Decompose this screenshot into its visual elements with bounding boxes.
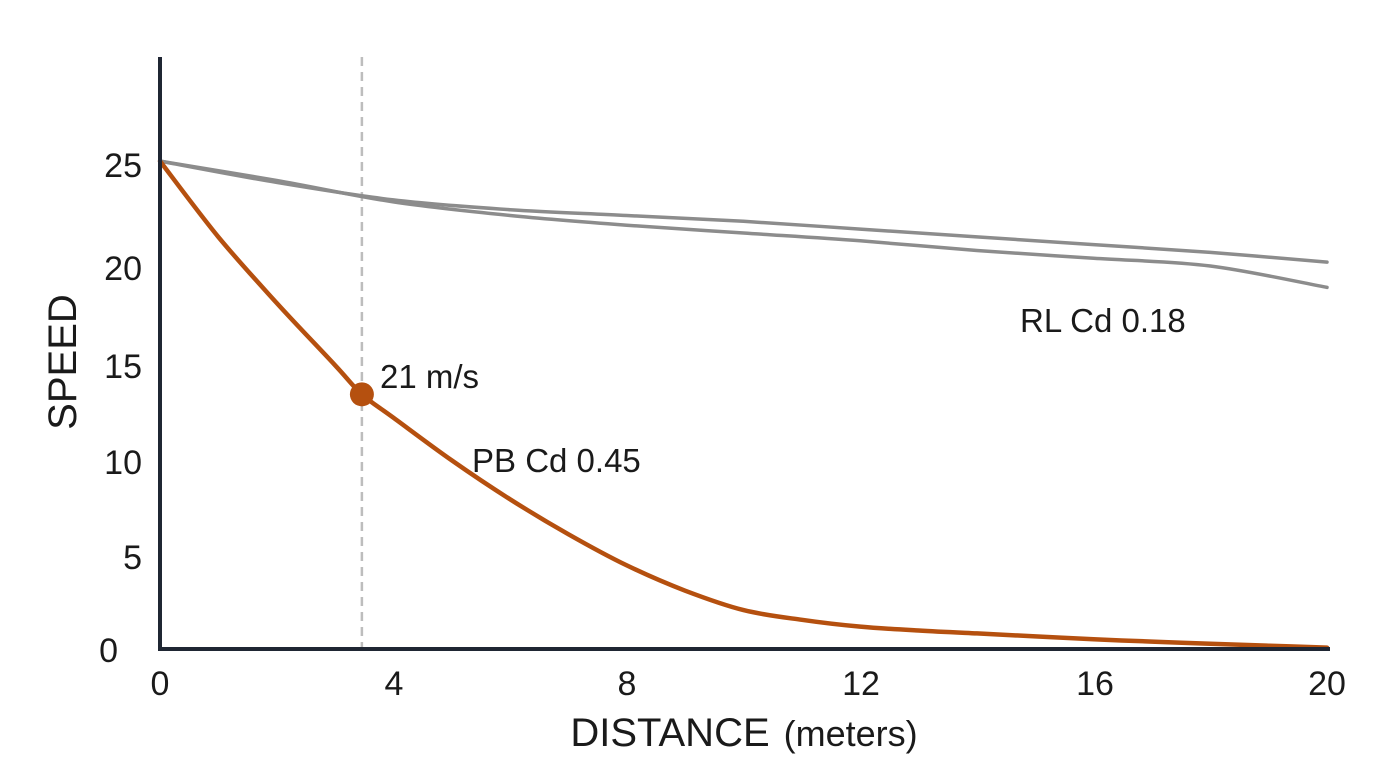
plot-layer [157, 57, 1330, 650]
series-label-rl: RL Cd 0.18 [1020, 302, 1186, 339]
y-tick-label-20: 20 [104, 250, 142, 288]
y-tick-label-5: 5 [123, 539, 142, 577]
x-axis-title-unit: (meters) [784, 713, 918, 754]
series-line-1 [158, 159, 1329, 290]
y-tick-label-15: 15 [104, 348, 142, 386]
x-tick-label-0: 0 [151, 665, 170, 703]
x-axis-title: DISTANCE (meters) [570, 711, 917, 755]
series-label-pb: PB Cd 0.45 [472, 442, 641, 479]
speed-marker-dot [349, 382, 374, 407]
x-tick-label-12: 12 [842, 665, 880, 703]
y-tick-label-0: 0 [99, 632, 118, 670]
x-axis-title-main: DISTANCE [570, 711, 769, 755]
marker-label: 21 m/s [380, 358, 479, 395]
y-tick-label-10: 10 [104, 444, 142, 482]
series-line-2 [158, 159, 1329, 264]
x-tick-label-16: 16 [1076, 665, 1114, 703]
x-tick-label-20: 20 [1308, 665, 1346, 703]
series-line-0 [157, 158, 1330, 650]
y-tick-label-25: 25 [104, 147, 142, 185]
x-tick-label-8: 8 [618, 665, 637, 703]
y-axis-title: SPEED [41, 294, 85, 430]
x-tick-label-4: 4 [385, 665, 404, 703]
